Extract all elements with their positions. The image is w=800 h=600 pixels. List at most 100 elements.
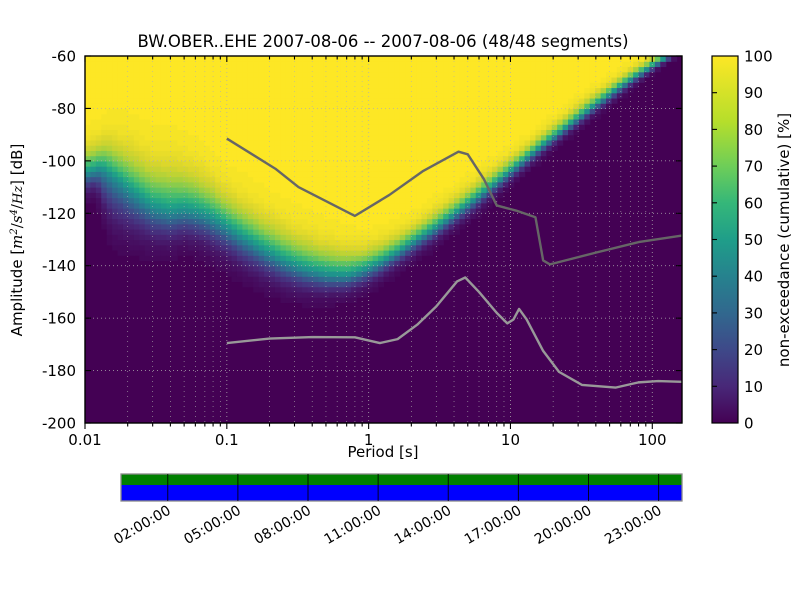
ppsd-bin <box>215 56 222 62</box>
ppsd-bin <box>432 56 439 62</box>
ppsd-bin <box>101 139 108 146</box>
ppsd-bin <box>264 291 271 298</box>
ppsd-bin <box>519 97 526 104</box>
ppsd-bin <box>215 213 222 220</box>
ppsd-bin <box>312 181 319 188</box>
ppsd-bin <box>144 208 151 214</box>
ppsd-bin <box>150 218 157 225</box>
ppsd-bin <box>432 213 439 220</box>
ppsd-bin <box>106 124 113 130</box>
ppsd-bin <box>323 108 330 115</box>
ppsd-bin <box>329 97 336 104</box>
ppsd-bin <box>361 103 368 110</box>
ppsd-bin <box>350 108 357 115</box>
ppsd-bin <box>133 234 140 241</box>
timebar-row-segments[interactable] <box>121 485 682 501</box>
ppsd-bin <box>394 118 401 125</box>
ppsd-bin <box>551 87 558 94</box>
ppsd-bin <box>475 66 482 73</box>
ppsd-bin <box>307 155 314 162</box>
ppsd-bin <box>410 56 417 62</box>
ppsd-bin <box>226 255 233 262</box>
ppsd-bin <box>345 71 352 78</box>
ppsd-bin <box>95 82 102 89</box>
y-label-slash1: / <box>8 222 26 228</box>
ppsd-bin <box>133 92 140 99</box>
ppsd-bin <box>470 139 477 146</box>
ppsd-bin <box>334 61 341 68</box>
ppsd-bin <box>209 255 216 262</box>
ppsd-bin <box>253 181 260 188</box>
ppsd-bin <box>269 213 276 220</box>
ppsd-bin <box>285 134 292 141</box>
ppsd-bin <box>253 249 260 256</box>
ppsd-bin <box>432 218 439 225</box>
ppsd-bin <box>269 139 276 146</box>
ppsd-bin <box>611 76 618 83</box>
ppsd-bin <box>356 255 363 262</box>
ppsd-bin <box>139 129 146 136</box>
ppsd-bin <box>318 218 325 225</box>
ppsd-bin <box>198 249 205 256</box>
timebar-row-coverage[interactable] <box>121 474 682 485</box>
ppsd-bin <box>122 124 130 130</box>
ppsd-bin <box>95 113 102 120</box>
ppsd-bin <box>269 265 276 272</box>
ppsd-bin <box>345 202 352 209</box>
ppsd-bin <box>329 249 336 256</box>
ppsd-bin <box>307 160 314 167</box>
ppsd-bin <box>274 139 281 146</box>
ppsd-bin <box>182 61 189 68</box>
ppsd-bin <box>204 124 211 130</box>
ppsd-bin <box>193 103 200 110</box>
ppsd-bin <box>481 129 488 136</box>
ppsd-bin <box>394 192 401 199</box>
ppsd-bin <box>231 82 238 89</box>
ppsd-bin <box>198 244 205 251</box>
ppsd-bin <box>177 208 184 214</box>
ppsd-bin <box>155 171 162 178</box>
ppsd-bin <box>128 71 135 78</box>
ppsd-bin <box>220 155 227 162</box>
ppsd-bin <box>383 150 390 157</box>
ppsd-bin <box>112 139 119 146</box>
ppsd-bin <box>133 124 140 130</box>
ppsd-bin <box>394 139 401 146</box>
ppsd-bin <box>383 255 390 262</box>
ppsd-bin <box>155 187 162 193</box>
ppsd-bin <box>139 171 146 178</box>
ppsd-bin <box>253 171 260 178</box>
ppsd-bin <box>502 166 509 172</box>
ppsd-bin <box>112 202 119 209</box>
ppsd-bin <box>160 213 168 220</box>
ppsd-bin <box>524 134 531 141</box>
ppsd-bin <box>367 176 374 183</box>
ppsd-bin <box>307 302 314 309</box>
ppsd-bin <box>302 260 309 267</box>
ppsd-bin <box>372 66 379 73</box>
ppsd-bin <box>475 181 482 188</box>
ppsd-bin <box>139 181 146 188</box>
ppsd-bin <box>578 92 585 99</box>
ppsd-bin <box>166 66 173 73</box>
ppsd-bin <box>405 202 412 209</box>
ppsd-bin <box>253 239 260 246</box>
ppsd-bin <box>421 249 428 256</box>
ppsd-bin <box>454 56 461 62</box>
ppsd-bin <box>231 134 238 141</box>
ppsd-bin <box>519 166 526 172</box>
ppsd-bin <box>231 255 238 262</box>
ppsd-bin <box>177 87 184 94</box>
ppsd-bin <box>101 118 108 125</box>
ppsd-bin <box>182 223 189 230</box>
ppsd-bin <box>329 281 336 288</box>
ppsd-bin <box>323 229 330 235</box>
ppsd-bin <box>405 139 412 146</box>
ppsd-bin <box>171 218 178 225</box>
ppsd-bin <box>231 270 238 277</box>
ppsd-bin <box>177 97 184 104</box>
ppsd-bin <box>258 213 265 220</box>
ppsd-bin <box>481 56 488 62</box>
ppsd-bin <box>492 145 499 151</box>
